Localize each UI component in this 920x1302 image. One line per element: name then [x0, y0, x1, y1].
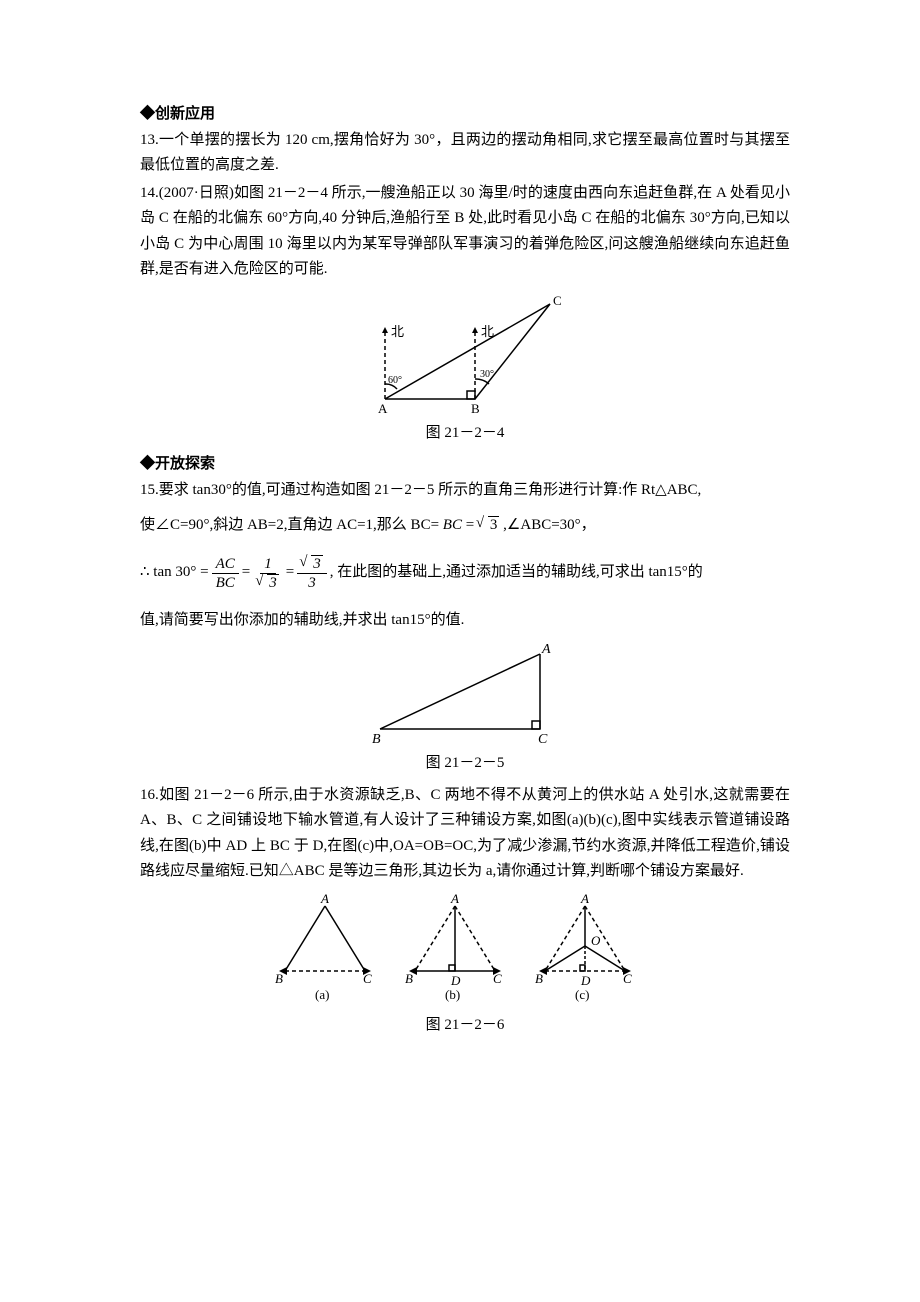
p15-eq-eq2: =	[286, 560, 294, 586]
problem-15-line4: 值,请简要写出你添加的辅助线,并求出 tan15°的值.	[140, 608, 790, 634]
problem-15-line2: 使∠C=90°,斜边 AB=2,直角边 AC=1,那么 BC= BC = 3 ,…	[140, 513, 790, 539]
fig6a-cap: (a)	[315, 987, 329, 1002]
fig6c-C: C	[623, 971, 632, 986]
fig6b-A: A	[450, 891, 459, 906]
problem-13: 13.一个单摆的摆长为 120 cm,摆角恰好为 30°，且两边的摆动角相同,求…	[140, 128, 790, 179]
problem-14: 14.(2007·日照)如图 21－2－4 所示,一艘渔船正以 30 海里/时的…	[140, 181, 790, 283]
figure-21-2-4: A B C 北 北 60° 30° 图 21－2－4	[140, 289, 790, 447]
figure-21-2-5-caption: 图 21－2－5	[140, 751, 790, 777]
fig4-angle-60: 60°	[388, 375, 402, 386]
p15-frac2: 1 3	[253, 555, 283, 592]
fig6c-cap: (c)	[575, 987, 589, 1002]
fig5-label-A: A	[541, 642, 551, 657]
fig6c-A: A	[580, 891, 589, 906]
fig4-label-B: B	[471, 401, 480, 416]
fig4-label-north-1: 北	[391, 324, 404, 339]
section-heading-exploration: ◆开放探索	[140, 452, 790, 478]
p15-frac1: AC BC	[212, 555, 239, 592]
fig6b-D: D	[450, 973, 461, 988]
p15-line2-post: ,∠ABC=30°，	[503, 517, 596, 533]
problem-15-line1: 15.要求 tan30°的值,可通过构造如图 21－2－5 所示的直角三角形进行…	[140, 478, 790, 504]
fig5-label-B: B	[372, 732, 381, 747]
p15-eq-suffix: , 在此图的基础上,通过添加适当的辅助线,可求出 tan15°的	[330, 560, 703, 586]
fig6b-B: B	[405, 971, 413, 986]
fig5-label-C: C	[538, 732, 548, 747]
p15-sqrt3: 3	[478, 513, 500, 539]
fig6a-A: A	[320, 891, 329, 906]
p15-bc-italic: BC	[443, 517, 462, 533]
p15-frac3: 3 3	[297, 555, 327, 592]
p15-eq-prefix: ∴ tan 30° =	[140, 560, 209, 586]
figure-21-2-6-caption: 图 21－2－6	[140, 1013, 790, 1039]
figure-21-2-6: A B C (a) A B D C (b)	[140, 891, 790, 1039]
p15-eq-eq1: =	[242, 560, 250, 586]
section-heading-innovation: ◆创新应用	[140, 102, 790, 128]
fig4-angle-30: 30°	[480, 369, 494, 380]
fig6b-C: C	[493, 971, 502, 986]
fig6a-C: C	[363, 971, 372, 986]
fig4-label-C: C	[553, 293, 562, 308]
figure-21-2-5: A B C 图 21－2－5	[140, 639, 790, 777]
fig6c-D: D	[580, 973, 591, 988]
problem-15-equation: ∴ tan 30° = AC BC = 1 3 = 3 3 , 在此图的基础上,…	[140, 555, 790, 592]
fig6b-cap: (b)	[445, 987, 460, 1002]
fig6c-O: O	[591, 933, 601, 948]
fig4-label-north-2: 北	[481, 324, 494, 339]
fig4-label-A: A	[378, 401, 388, 416]
problem-16: 16.如图 21－2－6 所示,由于水资源缺乏,B、C 两地不得不从黄河上的供水…	[140, 783, 790, 885]
fig6a-B: B	[275, 971, 283, 986]
p15-line2-pre: 使∠C=90°,斜边 AB=2,直角边 AC=1,那么 BC=	[140, 517, 439, 533]
figure-21-2-4-caption: 图 21－2－4	[140, 421, 790, 447]
fig6c-B: B	[535, 971, 543, 986]
